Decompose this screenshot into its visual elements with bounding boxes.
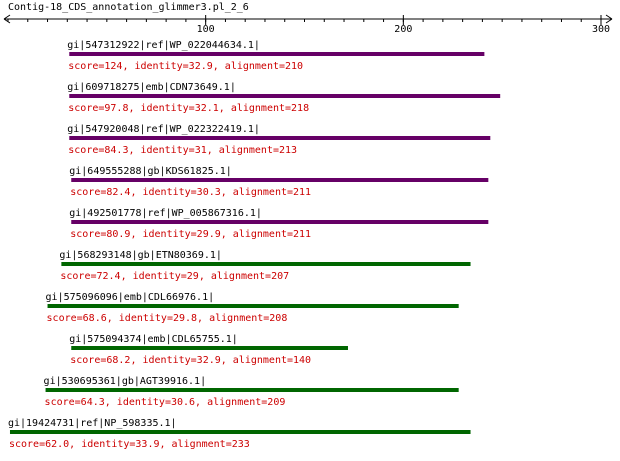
hit-bar [71,346,348,350]
chart-title: Contig-18_CDS_annotation_glimmer3.pl_2_6 [8,2,249,13]
hit-label: gi|568293148|gb|ETN80369.1| [59,250,222,261]
hit-bar [61,262,471,266]
x-tick-label: 200 [394,24,412,35]
hit-label: gi|575096096|emb|CDL66976.1| [46,292,215,303]
hit-stats: score=80.9, identity=29.9, alignment=211 [70,229,311,240]
hit-bar [69,94,501,98]
hit-stats: score=68.2, identity=32.9, alignment=140 [70,355,311,366]
hit-bar [69,136,491,140]
hit-stats: score=82.4, identity=30.3, alignment=211 [70,187,311,198]
hit-label: gi|530695361|gb|AGT39916.1| [44,376,207,387]
hit-bar [45,388,459,392]
x-tick-label: 300 [592,24,610,35]
axis-arrows [3,14,613,24]
hit-stats: score=84.3, identity=31, alignment=213 [68,145,297,156]
hit-stats: score=72.4, identity=29, alignment=207 [60,271,289,282]
hit-label: gi|575094374|emb|CDL65755.1| [69,334,238,345]
hit-label: gi|492501778|ref|WP_005867316.1| [69,208,262,219]
hit-bar [71,220,489,224]
hit-bar [9,430,471,434]
x-tick-label: 100 [197,24,215,35]
hit-label: gi|609718275|emb|CDN73649.1| [67,82,236,93]
hit-stats: score=97.8, identity=32.1, alignment=218 [68,103,309,114]
hit-stats: score=124, identity=32.9, alignment=210 [68,61,303,72]
hit-stats: score=64.3, identity=30.6, alignment=209 [45,397,286,408]
hit-stats: score=62.0, identity=33.9, alignment=233 [9,439,250,450]
hit-label: gi|547920048|ref|WP_022322419.1| [67,124,260,135]
hit-bar [69,52,485,56]
hit-label: gi|547312922|ref|WP_022044634.1| [67,40,260,51]
hit-stats: score=68.6, identity=29.8, alignment=208 [47,313,288,324]
hit-bar [71,178,489,182]
hit-bar [47,304,459,308]
hit-label: gi|649555288|gb|KDS61825.1| [69,166,232,177]
hit-label: gi|19424731|ref|NP_598335.1| [8,418,177,429]
